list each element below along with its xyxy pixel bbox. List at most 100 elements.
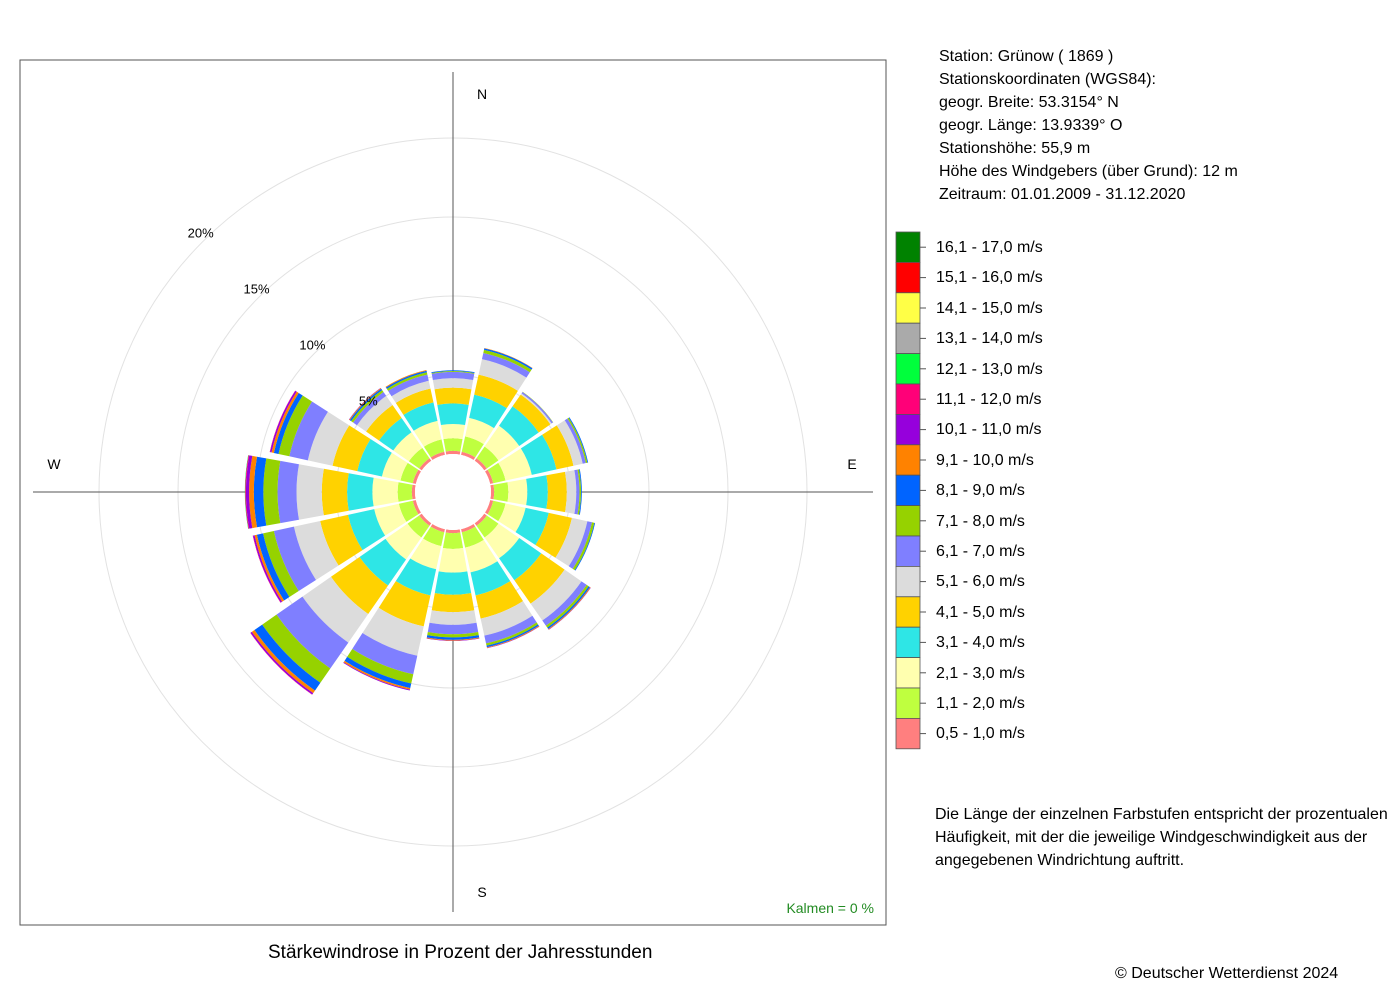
sector-WSW xyxy=(252,500,422,603)
explanation-note: Die Länge der einzelnen Farbstufen entsp… xyxy=(935,806,1388,869)
segment-SSW-bin-8 xyxy=(347,648,414,684)
segment-NW-bin-5 xyxy=(366,405,402,441)
legend-label-bin-3: 2,1 - 3,0 m/s xyxy=(936,664,1025,682)
station-coordinates-label: Stationskoordinaten (WGS84): xyxy=(939,71,1156,88)
sector-SSE xyxy=(461,523,540,649)
segment-E-bin-5 xyxy=(546,471,567,513)
direction-label-N: N xyxy=(477,86,487,102)
sector-S xyxy=(426,529,480,641)
segment-SW-bin-4 xyxy=(359,538,407,586)
segment-SE-bin-3 xyxy=(484,523,520,559)
legend-swatch-bin-5 xyxy=(895,596,921,628)
legend-color-bar xyxy=(895,231,926,750)
segment-ESE-bin-6 xyxy=(555,517,588,567)
legend-label-bin-6: 5,1 - 6,0 m/s xyxy=(936,573,1025,591)
segment-SSW-bin-1 xyxy=(430,523,445,533)
center-hole xyxy=(415,454,491,530)
radial-tick-labels: 5% 10% 15% 20% xyxy=(188,226,378,409)
segment-NE-bin-3 xyxy=(484,425,520,461)
segment-ESE-bin-3 xyxy=(498,503,526,533)
legend-swatch-bin-10 xyxy=(895,444,921,476)
segment-S-bin-5 xyxy=(431,593,475,613)
segment-N-bin-2 xyxy=(443,438,463,452)
segment-NNE-bin-6 xyxy=(478,359,527,391)
segment-SSE-bin-3 xyxy=(465,539,498,573)
legend-label-bin-2: 1,1 - 2,0 m/s xyxy=(936,695,1025,712)
sector-SE xyxy=(474,513,591,630)
segment-SSW-bin-4 xyxy=(395,558,437,596)
wind-sectors xyxy=(244,348,596,695)
legend-label-bin-15: 14,1 - 15,0 m/s xyxy=(936,299,1043,317)
segment-NE-bin-1 xyxy=(474,458,487,471)
segment-SE-bin-1 xyxy=(474,513,487,526)
copyright: © Deutscher Wetterdienst 2024 xyxy=(1115,965,1339,982)
segment-ESE-bin-1 xyxy=(484,500,494,515)
segment-NE-bin-5 xyxy=(512,394,551,433)
segment-NNW-bin-1 xyxy=(430,451,445,461)
segment-WSW-bin-10 xyxy=(254,534,285,602)
segment-WSW-bin-1 xyxy=(412,500,422,515)
sector-E xyxy=(490,469,582,515)
segment-SSE-bin-1 xyxy=(461,523,476,533)
segment-S-bin-6 xyxy=(429,610,477,625)
segment-NW-bin-2 xyxy=(408,447,430,469)
segment-ENE-bin-3 xyxy=(498,448,532,481)
direction-label-W: W xyxy=(47,456,61,472)
segment-NNE-bin-8 xyxy=(483,349,532,373)
sector-SSW xyxy=(343,523,445,691)
direction-labels: N E S W xyxy=(47,86,856,900)
segment-S-bin-11 xyxy=(426,638,480,641)
segment-W-bin-11 xyxy=(245,455,253,529)
segment-N-bin-4 xyxy=(437,403,469,426)
segment-N-bin-9 xyxy=(431,370,475,373)
segment-N-bin-5 xyxy=(434,387,472,405)
segment-NNW-bin-6 xyxy=(391,380,431,403)
segment-W-bin-13 xyxy=(244,455,249,529)
segment-W-bin-3 xyxy=(372,477,399,507)
legend-swatch-bin-12 xyxy=(895,383,921,415)
legend-label-bin-12: 11,1 - 12,0 m/s xyxy=(936,391,1042,408)
segment-ESE-bin-8 xyxy=(572,522,595,571)
segment-N-bin-8 xyxy=(431,371,475,374)
segment-WNW-bin-3 xyxy=(381,452,408,481)
sector-N xyxy=(431,370,475,455)
segment-ENE-bin-5 xyxy=(542,425,574,470)
station-info: Station: Grünow ( 1869 ) Stationskoordin… xyxy=(939,45,1238,206)
segment-N-bin-3 xyxy=(440,423,466,440)
segment-NNE-bin-2 xyxy=(461,436,484,458)
segment-SSE-bin-7 xyxy=(484,615,537,644)
segment-N-bin-6 xyxy=(432,378,474,390)
legend-swatch-bin-1 xyxy=(895,718,921,750)
segment-WNW-bin-5 xyxy=(332,425,371,472)
segment-WNW-bin-2 xyxy=(400,462,419,484)
segment-WSW-bin-7 xyxy=(273,526,316,592)
segment-S-bin-9 xyxy=(426,635,480,640)
segment-NNE-bin-9 xyxy=(483,348,533,370)
legend-swatch-bin-3 xyxy=(895,657,921,689)
segment-SE-bin-9 xyxy=(547,586,590,629)
segment-ENE-bin-7 xyxy=(564,418,586,464)
legend-label-bin-9: 8,1 - 9,0 m/s xyxy=(936,482,1025,500)
segment-E-bin-1 xyxy=(490,484,495,500)
segment-W-bin-6 xyxy=(296,464,324,520)
segment-WSW-bin-5 xyxy=(320,514,363,566)
segment-S-bin-8 xyxy=(427,632,479,638)
segment-S-bin-3 xyxy=(438,548,468,573)
segment-ENE-bin-1 xyxy=(484,469,494,484)
segment-NW-bin-8 xyxy=(351,390,384,423)
sector-ESE xyxy=(484,500,596,571)
legend-label-bin-13: 12,1 - 13,0 m/s xyxy=(936,360,1043,378)
station-name: Station: Grünow ( 1869 ) xyxy=(939,48,1114,65)
segment-W-bin-12 xyxy=(245,455,250,529)
radial-tick-10: 10% xyxy=(299,337,325,352)
segment-E-bin-2 xyxy=(493,482,509,502)
segment-W-bin-8 xyxy=(263,458,281,526)
legend-label-bin-8: 7,1 - 8,0 m/s xyxy=(936,512,1025,530)
segment-S-bin-1 xyxy=(445,529,461,534)
legend-swatch-bin-2 xyxy=(895,687,921,719)
segment-SSE-bin-8 xyxy=(486,622,538,646)
legend-swatch-bin-13 xyxy=(895,353,921,385)
segment-ESE-bin-2 xyxy=(487,500,506,522)
legend-label-bin-1: 0,5 - 1,0 m/s xyxy=(936,725,1025,743)
segment-SW-bin-8 xyxy=(262,614,331,683)
